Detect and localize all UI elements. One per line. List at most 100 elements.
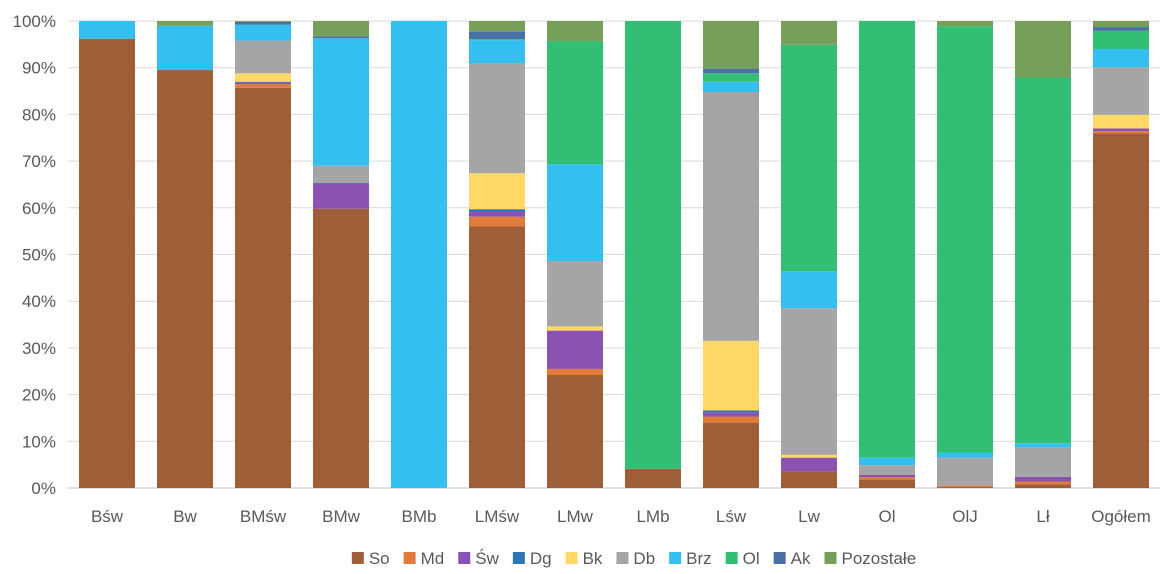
bar-stack xyxy=(1015,21,1071,488)
bar-segment xyxy=(937,487,993,488)
legend-item: Dg xyxy=(512,549,552,568)
bar-segment xyxy=(937,26,993,453)
bar-segment xyxy=(1093,30,1149,50)
bar-segment xyxy=(235,24,291,41)
bar-segment xyxy=(859,457,915,466)
bar-segment xyxy=(79,21,135,39)
bar-segment xyxy=(469,40,525,64)
bar-segment xyxy=(469,209,525,212)
bar-segment xyxy=(1015,481,1071,485)
bar-segment xyxy=(859,479,915,488)
legend-item: Św xyxy=(458,549,500,568)
bar-segment xyxy=(469,31,525,40)
bar-stack xyxy=(391,21,447,488)
bar-segment xyxy=(235,87,291,488)
bar-segment xyxy=(625,21,681,469)
x-tick-label: BMśw xyxy=(240,507,287,526)
bar-segment xyxy=(1015,447,1071,477)
bar-segment xyxy=(547,374,603,488)
bar-segment xyxy=(703,68,759,74)
legend-swatch xyxy=(616,552,629,564)
bar-segment xyxy=(1093,21,1149,28)
bar-segment xyxy=(859,465,915,475)
bar-segment xyxy=(469,173,525,210)
y-tick-label: 60% xyxy=(22,199,56,218)
bar-segment xyxy=(625,468,681,488)
bar-segment xyxy=(703,340,759,411)
bar-segment xyxy=(469,63,525,174)
bar-segment xyxy=(1015,484,1071,488)
bar-segment xyxy=(937,457,993,486)
bar-segment xyxy=(703,91,759,341)
bar-segment xyxy=(157,21,213,26)
legend-label: Dg xyxy=(530,549,552,568)
bar-segment xyxy=(1093,131,1149,134)
bar-segment xyxy=(469,211,525,217)
bar-segment xyxy=(859,477,915,480)
bar-segment xyxy=(547,261,603,327)
bar-stack xyxy=(547,21,603,488)
legend-swatch xyxy=(565,552,578,564)
bar-segment xyxy=(547,164,603,262)
bar-stack xyxy=(859,21,915,488)
bar-segment xyxy=(469,216,525,227)
bar-segment xyxy=(703,412,759,417)
legend-swatch xyxy=(669,552,682,564)
bar-stacks xyxy=(79,21,1149,489)
legend-item: So xyxy=(351,549,390,568)
x-tick-label: Ol xyxy=(879,507,896,526)
legend-item: Md xyxy=(403,549,445,568)
x-tick-label: Lł xyxy=(1036,507,1049,526)
bar-segment xyxy=(1093,128,1149,132)
bar-segment xyxy=(703,81,759,92)
legend-label: Md xyxy=(421,549,445,568)
bar-segment xyxy=(859,21,915,458)
legend-item: Pozostałe xyxy=(824,549,916,568)
legend-label: Brz xyxy=(686,549,712,568)
bar-segment xyxy=(1093,49,1149,68)
bar-segment xyxy=(79,38,135,488)
x-tick-label: LMb xyxy=(636,507,669,526)
x-tick-label: OlJ xyxy=(952,507,978,526)
legend-label: Bk xyxy=(583,549,603,568)
bar-segment xyxy=(703,21,759,69)
bar-segment xyxy=(235,81,291,83)
y-tick-label: 80% xyxy=(22,105,56,124)
legend-item: Db xyxy=(616,549,655,568)
x-tick-label: Ogółem xyxy=(1091,507,1151,526)
bar-segment xyxy=(547,368,603,375)
legend-item: Ak xyxy=(773,549,811,568)
bar-segment xyxy=(1093,27,1149,31)
bar-segment xyxy=(781,308,837,455)
bar-segment xyxy=(469,226,525,489)
bar-segment xyxy=(1015,476,1071,482)
y-tick-label: 50% xyxy=(22,246,56,265)
bar-segment xyxy=(703,422,759,488)
y-tick-label: 100% xyxy=(13,12,56,31)
bar-segment xyxy=(937,452,993,458)
bar-stack xyxy=(157,21,213,488)
legend-label: Ol xyxy=(743,549,760,568)
y-tick-label: 30% xyxy=(22,339,56,358)
legend-swatch xyxy=(351,552,364,564)
legend-label: Db xyxy=(633,549,655,568)
bar-stack xyxy=(937,21,993,488)
legend-swatch xyxy=(725,552,738,564)
legend-swatch xyxy=(512,552,525,564)
bar-segment xyxy=(547,330,603,369)
x-tick-label: Bw xyxy=(173,507,197,526)
legend-item: Ol xyxy=(725,549,760,568)
bar-segment xyxy=(781,271,837,309)
legend: So Md Św Dg Bk Db Brz Ol Ak Pozostałe xyxy=(351,549,916,568)
bar-segment xyxy=(313,38,369,166)
gridlines xyxy=(68,20,1160,489)
legend-item: Brz xyxy=(669,549,712,568)
bar-segment xyxy=(703,73,759,82)
bar-segment xyxy=(235,82,291,85)
x-axis-tick-labels: Bśw Bw BMśw BMw BMb LMśw LMw LMb Lśw Lw Ol OlJ Lł Ogó… xyxy=(91,507,1151,526)
bar-segment xyxy=(157,70,213,488)
x-tick-label: Lw xyxy=(798,507,820,526)
bar-stack xyxy=(781,21,837,488)
bar-segment xyxy=(1093,114,1149,129)
legend-label: Św xyxy=(475,549,499,568)
